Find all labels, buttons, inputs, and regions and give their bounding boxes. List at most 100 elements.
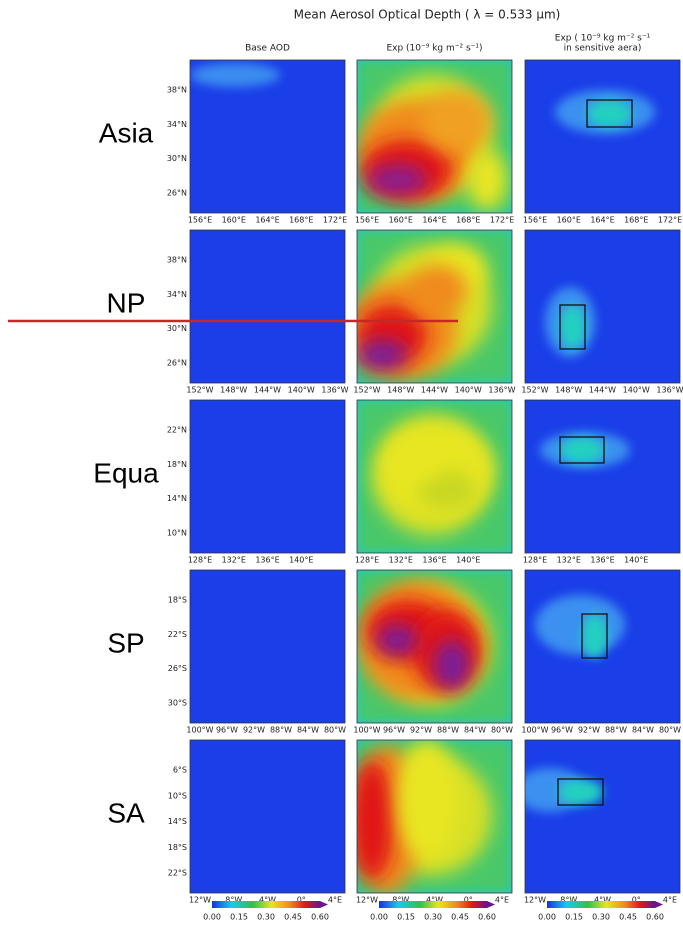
panel-frame [524, 229, 681, 384]
panel-frame [524, 569, 681, 724]
colorbar [547, 901, 655, 908]
lon-tick-label: 100°W [521, 726, 548, 735]
lon-tick-label: 156°E [355, 216, 379, 225]
colorbar-tick-label: 0.15 [230, 913, 248, 922]
lat-tick-label: 38°N [167, 86, 187, 95]
panel-frame [189, 739, 346, 894]
lon-tick-label: 8°W [392, 896, 409, 905]
map-panel [357, 740, 512, 893]
lat-tick-label: 26°S [168, 664, 187, 673]
lon-tick-label: 136°E [422, 556, 446, 565]
sensitive-box [586, 99, 633, 128]
lon-tick-label: 152°W [521, 386, 548, 395]
lon-tick-label: 100°W [353, 726, 380, 735]
lon-tick-label: 144°W [421, 386, 448, 395]
lon-tick-label: 140°E [456, 556, 480, 565]
lon-tick-label: 156°E [188, 216, 212, 225]
map-panel [190, 230, 345, 383]
colorbar-tick-label: 0.30 [592, 913, 610, 922]
map-panel [525, 740, 680, 893]
panel-frame [356, 59, 513, 214]
lon-tick-label: 136°E [255, 556, 279, 565]
map-panel [525, 400, 680, 553]
field [190, 230, 345, 383]
lon-tick-label: 84°W [297, 726, 319, 735]
lon-tick-label: 88°W [270, 726, 292, 735]
panels: Base AOD Exp (10⁻⁹ kg m⁻² s⁻¹) Exp ( 10⁻⁹ … [93, 34, 683, 922]
lon-tick-label: 8°W [560, 896, 577, 905]
lat-tick-label: 14°S [168, 817, 187, 826]
colorbar-tick-label: 0.15 [565, 913, 583, 922]
lon-tick-label: 148°W [387, 386, 414, 395]
lon-tick-label: 96°W [216, 726, 238, 735]
colorbar-tick-label: 0.00 [538, 913, 556, 922]
lon-tick-label: 136°W [488, 386, 515, 395]
colorbar-arrow [487, 901, 495, 908]
lat-tick-label: 14°N [167, 494, 187, 503]
lat-tick-label: 22°S [168, 630, 187, 639]
column-header: Exp ( 10⁻⁹ kg m⁻² s⁻¹ [555, 34, 651, 44]
colorbar-tick-label: 0.45 [619, 913, 637, 922]
field-patch [434, 640, 470, 690]
lat-tick-label: 38°N [167, 256, 187, 265]
map-panel [357, 400, 512, 553]
field-patch [422, 90, 492, 150]
panel-frame [189, 569, 346, 724]
lat-tick-label: 18°S [168, 843, 187, 852]
lon-tick-label: 128°E [355, 556, 379, 565]
figure-title: Mean Aerosol Optical Depth ( λ = 0.533 µ… [294, 8, 561, 22]
lon-tick-label: 4°W [594, 896, 611, 905]
lon-tick-label: 164°E [255, 216, 279, 225]
lon-tick-label: 96°W [551, 726, 573, 735]
lon-tick-label: 80°W [491, 726, 513, 735]
colorbar-tick-label: 0.00 [370, 913, 388, 922]
lon-tick-label: 12°W [189, 896, 211, 905]
lon-tick-label: 136°W [321, 386, 348, 395]
lon-tick-label: 12°W [356, 896, 378, 905]
lon-tick-label: 4°W [426, 896, 443, 905]
colorbar-tick-label: 0.30 [424, 913, 442, 922]
colorbar-tick-label: 0.30 [257, 913, 275, 922]
panel-frame [189, 399, 346, 554]
lon-tick-label: 0° [297, 896, 306, 905]
colorbar-tick-label: 0.60 [311, 913, 329, 922]
lon-tick-label: 92°W [243, 726, 265, 735]
field-patch [467, 150, 507, 210]
field-patch [582, 614, 607, 658]
lon-tick-label: 160°E [222, 216, 246, 225]
lon-tick-label: 148°W [555, 386, 582, 395]
lon-tick-label: 172°E [323, 216, 347, 225]
panel-frame [356, 399, 513, 554]
lon-tick-label: 92°W [410, 726, 432, 735]
map-panel [525, 60, 680, 213]
map-panel [190, 60, 345, 213]
lon-tick-label: 132°E [389, 556, 413, 565]
sensitive-box [581, 613, 608, 659]
lon-tick-label: 140°E [289, 556, 313, 565]
lat-tick-label: 26°N [167, 189, 187, 198]
field-patch [587, 100, 632, 127]
lon-tick-label: 84°W [464, 726, 486, 735]
lon-tick-label: 96°W [383, 726, 405, 735]
field-patch [560, 437, 604, 463]
lat-tick-label: 30°N [167, 324, 187, 333]
lat-tick-label: 10°N [167, 529, 187, 538]
map-panel [357, 570, 512, 723]
lon-tick-label: 4°E [328, 896, 342, 905]
lon-tick-label: 156°E [523, 216, 547, 225]
field-patch [417, 470, 477, 510]
field [525, 60, 680, 213]
lon-tick-label: 168°E [289, 216, 313, 225]
row-label: SA [107, 797, 145, 828]
map-panel [190, 740, 345, 893]
lon-tick-label: 4°W [259, 896, 276, 905]
column-header: Base AOD [245, 44, 290, 54]
lon-tick-label: 148°W [220, 386, 247, 395]
field [525, 740, 680, 893]
map-panel [190, 400, 345, 553]
lon-tick-label: 164°E [590, 216, 614, 225]
field-patch [392, 440, 442, 480]
panel-frame [524, 739, 681, 894]
map-panel [190, 570, 345, 723]
